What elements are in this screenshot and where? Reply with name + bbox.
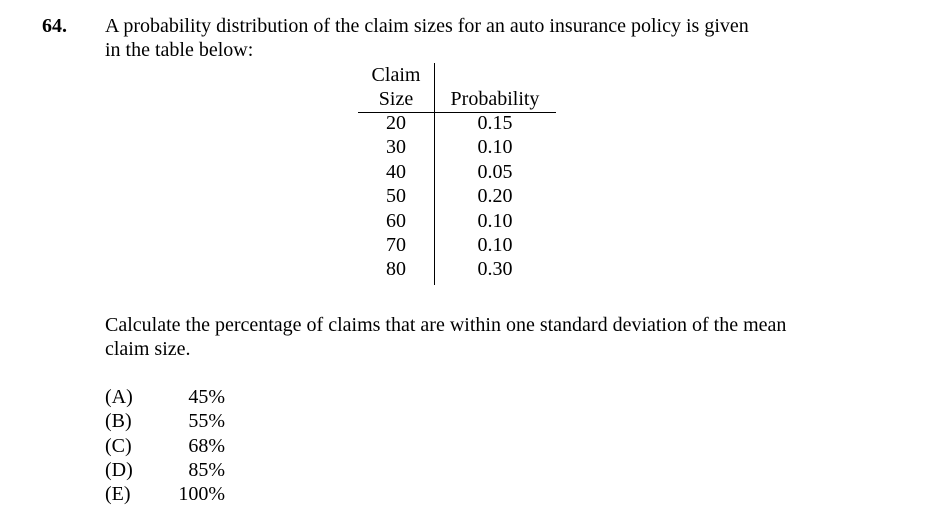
- answer-choices: (A) 45% (B) 55% (C) 68% (D) 85% (E) 100%: [105, 385, 225, 506]
- question-text: A probability distribution of the claim …: [105, 14, 749, 62]
- claim-header-line-2: Size: [378, 88, 414, 110]
- choice-letter: (E): [105, 483, 131, 506]
- table-vertical-divider: [434, 63, 435, 285]
- choice-b: (B) 55%: [105, 409, 225, 433]
- probability-cell: 0.10: [477, 233, 513, 256]
- claim-size-cell: 60: [386, 209, 406, 232]
- choice-value: 85%: [188, 458, 225, 481]
- calculation-prompt: Calculate the percentage of claims that …: [105, 313, 786, 361]
- question-number: 64.: [42, 15, 67, 37]
- probability-cell: 0.30: [477, 258, 513, 281]
- choice-letter: (C): [105, 434, 132, 457]
- choice-e: (E) 100%: [105, 482, 225, 506]
- claim-size-cell: 30: [386, 136, 406, 159]
- claim-size-cell: 20: [386, 112, 406, 134]
- choice-value: 68%: [188, 434, 225, 457]
- probability-cell: 0.10: [477, 209, 513, 232]
- choice-a: (A) 45%: [105, 385, 225, 409]
- choice-value: 55%: [188, 410, 225, 433]
- table-header-divider: [358, 112, 556, 113]
- probability-cell: 0.15: [477, 112, 513, 134]
- claim-size-cell: 70: [386, 233, 406, 256]
- choice-c: (C) 68%: [105, 434, 225, 458]
- choice-value: 45%: [188, 386, 225, 408]
- choice-value: 100%: [178, 483, 225, 506]
- choice-letter: (A): [105, 386, 133, 408]
- claim-size-cell: 40: [386, 160, 406, 183]
- choice-letter: (B): [105, 410, 132, 433]
- choice-letter: (D): [105, 458, 133, 481]
- probability-header: Probability: [450, 88, 540, 110]
- choice-d: (D) 85%: [105, 458, 225, 482]
- probability-cell: 0.05: [477, 160, 513, 183]
- claim-size-cell: 80: [386, 258, 406, 281]
- probability-cell: 0.10: [477, 136, 513, 159]
- claim-header-line-1: Claim: [371, 64, 421, 86]
- question-line-2: in the table below:: [105, 39, 254, 61]
- claim-size-column: Claim Size 20 30 40 50 60 70 80: [358, 63, 434, 282]
- claim-size-cell: 50: [386, 185, 406, 208]
- question-line-1: A probability distribution of the claim …: [105, 15, 749, 37]
- probability-cell: 0.20: [477, 185, 513, 208]
- probability-column: Probability 0.15 0.10 0.05 0.20 0.10 0.1…: [434, 63, 556, 282]
- calc-line-2: claim size.: [105, 338, 191, 360]
- calc-line-1: Calculate the percentage of claims that …: [105, 314, 787, 336]
